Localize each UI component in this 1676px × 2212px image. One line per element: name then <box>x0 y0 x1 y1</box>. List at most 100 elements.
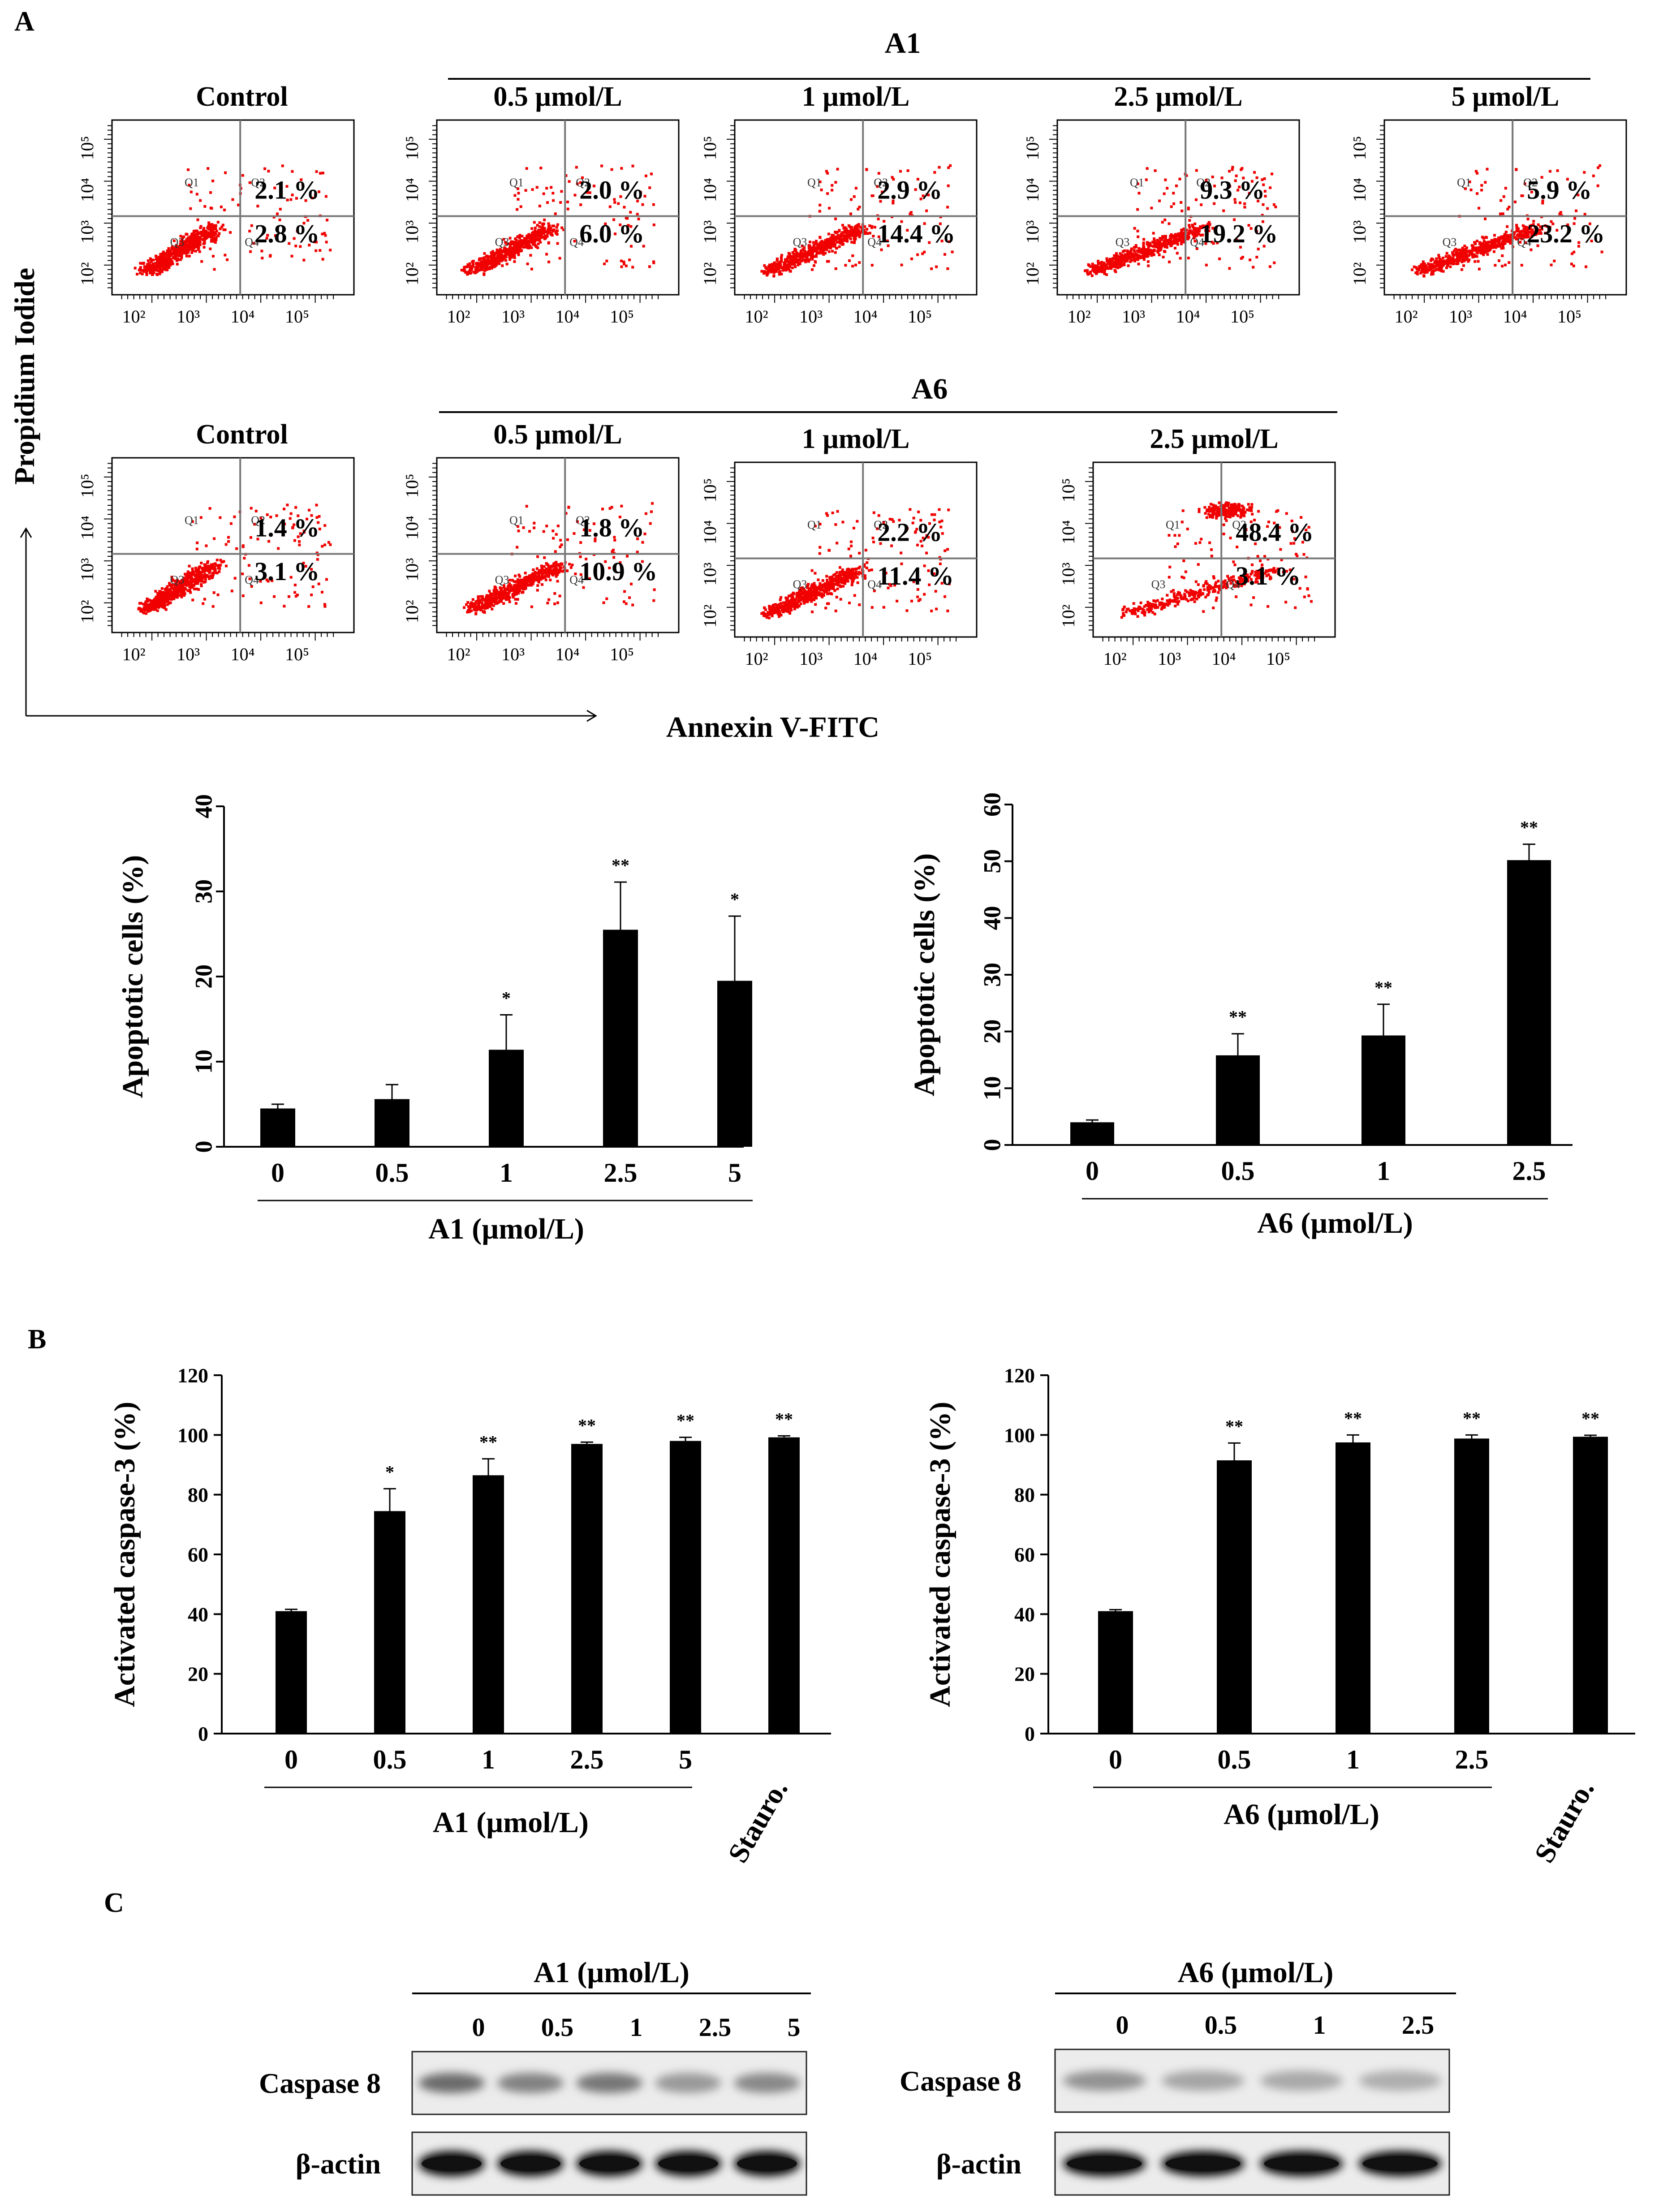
flow-axis-arrows <box>20 527 597 722</box>
chart-x-tick-label: 5 <box>728 1158 741 1188</box>
flow-gate-label-q1: Q1 <box>509 176 524 189</box>
flow-percent-lower: 23.2 % <box>1527 219 1605 248</box>
chart-significance-marker: ** <box>1520 818 1538 838</box>
chart-x-tick-label: 0 <box>1086 1156 1099 1186</box>
chart-significance-marker: ** <box>1581 1408 1599 1429</box>
flow-gate-label-q4: Q4 <box>569 573 584 586</box>
flow-gate-label-q3: Q3 <box>170 573 185 586</box>
chart-bar <box>473 1475 504 1734</box>
flow-row-a6-header: A6 <box>439 373 1337 413</box>
flow-plot: 2.5 µmol/L Q1 Q2 Q3 Q4 48.4 % 3.1 % 10² 10² 10³ 10… <box>1058 424 1336 669</box>
bar-chart: 0 10 20 30 40 50 60 Apoptotic cells (%) 0 ** 0.5 **… <box>908 792 1573 1239</box>
chart-bar <box>374 1511 405 1734</box>
chart-x-tick-label: 0.5 <box>373 1745 407 1774</box>
flow-gate-label-q2: Q2 <box>251 514 265 527</box>
chart-bar <box>670 1441 701 1734</box>
chart-y-axis-label: Apoptotic cells (%) <box>116 855 149 1098</box>
flow-plot-title: 0.5 µmol/L <box>493 419 622 450</box>
chart-bar <box>276 1611 307 1734</box>
chart-y-tick-label: 40 <box>188 1603 208 1626</box>
chart-significance-marker: ** <box>1229 1007 1247 1027</box>
bar-chart: 0 10 20 30 40 Apoptotic cells (%) 0 0.5 * 1 ** 2.5 *… <box>116 794 753 1245</box>
chart-y-tick-label: 40 <box>978 906 1005 930</box>
flow-dots <box>1411 164 1603 278</box>
flow-plot: 2.5 µmol/L Q1 Q2 Q3 Q4 9.3 % 19.2 % 10² 10² 10³ 10… <box>1022 82 1300 327</box>
bar-chart: 0 20 40 60 80 100 120 Activated caspase-3 (%) 0 *… <box>924 1364 1635 1868</box>
chart-y-axis-label: Apoptotic cells (%) <box>908 853 941 1097</box>
flow-percent-lower: 19.2 % <box>1200 219 1278 248</box>
blot-lane-label: 1 <box>630 2013 643 2042</box>
western-blot: A1 (µmol/L) 0 0.5 1 2.5 5 Caspase 8 β-actin <box>259 1956 811 2196</box>
flow-gate-label-q3: Q3 <box>1443 236 1457 249</box>
flow-y-tick: 10⁵ <box>1022 136 1043 160</box>
flow-x-tick: 10³ <box>1449 306 1472 327</box>
chart-y-tick-label: 50 <box>978 849 1005 874</box>
blot-band-core <box>1067 2156 1142 2171</box>
flow-gate-label-q1: Q1 <box>1457 176 1471 189</box>
blot-lane-label: 2.5 <box>699 2013 732 2042</box>
chart-x-tick-label: 2.5 <box>1455 1745 1489 1774</box>
flow-gate-label-q1: Q1 <box>1130 176 1144 189</box>
chart-y-tick-label: 120 <box>1004 1364 1035 1387</box>
blot-band-core <box>658 2156 718 2171</box>
flow-x-tick: 10³ <box>1158 649 1181 669</box>
flow-y-tick: 10³ <box>700 563 720 586</box>
flow-y-tick: 10⁵ <box>700 136 720 160</box>
chart-bar <box>1098 1611 1133 1734</box>
flow-gate-label-q4: Q4 <box>245 573 259 586</box>
flow-dots <box>1120 501 1313 619</box>
blot-band <box>1063 2070 1146 2091</box>
panel-label-a: A <box>14 6 34 37</box>
flow-percent-lower: 10.9 % <box>579 557 657 586</box>
flow-gate-label-q2: Q2 <box>251 176 265 189</box>
flow-percent-lower: 6.0 % <box>579 219 644 248</box>
chart-y-tick-label: 40 <box>190 794 217 818</box>
chart-y-tick-label: 20 <box>1014 1663 1035 1686</box>
flow-plot: 0.5 µmol/L Q1 Q2 Q3 Q4 2.0 % 6.0 % 10² 10² 10³ 10³… <box>402 82 680 327</box>
flow-dots <box>760 164 954 278</box>
flow-x-tick: 10⁵ <box>908 649 932 669</box>
blot-band <box>497 2073 564 2093</box>
blot-row-label: β-actin <box>936 2148 1021 2180</box>
flow-gate-label-q2: Q2 <box>874 176 888 189</box>
flow-gate-label-q2: Q2 <box>576 176 590 189</box>
chart-x-tick-label: 0.5 <box>375 1158 409 1188</box>
blot-band-core <box>422 2156 482 2171</box>
blot-band-core <box>579 2156 639 2171</box>
flow-plot: 5 µmol/L Q1 Q2 Q3 Q4 5.9 % 23.2 % 10² 10² 10³ 10³ 1… <box>1349 82 1627 327</box>
flow-gate-label-q3: Q3 <box>1151 578 1166 591</box>
flow-dots <box>463 502 656 615</box>
blot-band-core <box>500 2156 560 2171</box>
chart-significance-marker: ** <box>612 855 629 875</box>
western-blot: A6 (µmol/L) 0 0.5 1 2.5 Caspase 8 β-actin <box>900 1956 1456 2196</box>
chart-x-tick-label: 1 <box>500 1158 513 1188</box>
blot-row-label: β-actin <box>296 2148 381 2180</box>
flow-gate-label-q2: Q2 <box>1196 176 1211 189</box>
flow-percent-lower: 11.4 % <box>877 561 954 590</box>
flow-x-tick: 10³ <box>799 649 823 669</box>
flow-plot: Control Q1 Q2 Q3 Q4 1.4 % 3.1 % 10² 10² 10³ 10³ 10⁴… <box>77 419 355 664</box>
flow-plot-title: 2.5 µmol/L <box>1150 424 1278 454</box>
blot-row-label: Caspase 8 <box>259 2067 381 2099</box>
flow-percent-lower: 2.8 % <box>254 219 319 248</box>
flow-y-tick: 10³ <box>1058 563 1078 586</box>
flow-x-tick: 10⁵ <box>285 306 309 327</box>
flow-x-tick: 10³ <box>799 306 823 327</box>
flow-y-tick: 10⁵ <box>77 473 97 498</box>
flow-gate-label-q4: Q4 <box>867 578 882 591</box>
flow-gate-label-q3: Q3 <box>170 236 185 249</box>
flow-x-tick: 10⁴ <box>853 649 878 669</box>
flow-y-tick: 10⁵ <box>402 136 422 160</box>
flow-x-tick: 10² <box>122 644 146 664</box>
flow-gate-label-q3: Q3 <box>495 573 509 586</box>
chart-x-axis-label: A1 (µmol/L) <box>433 1806 589 1839</box>
flow-y-tick: 10² <box>700 604 720 628</box>
flow-y-tick: 10⁵ <box>1349 136 1370 160</box>
flow-percent-upper: 9.3 % <box>1200 176 1265 205</box>
flow-x-axis-label: Annexin V-FITC <box>666 711 879 744</box>
chart-x-axis-label: A6 (µmol/L) <box>1224 1798 1379 1831</box>
flow-gate-label-q1: Q1 <box>807 176 822 189</box>
